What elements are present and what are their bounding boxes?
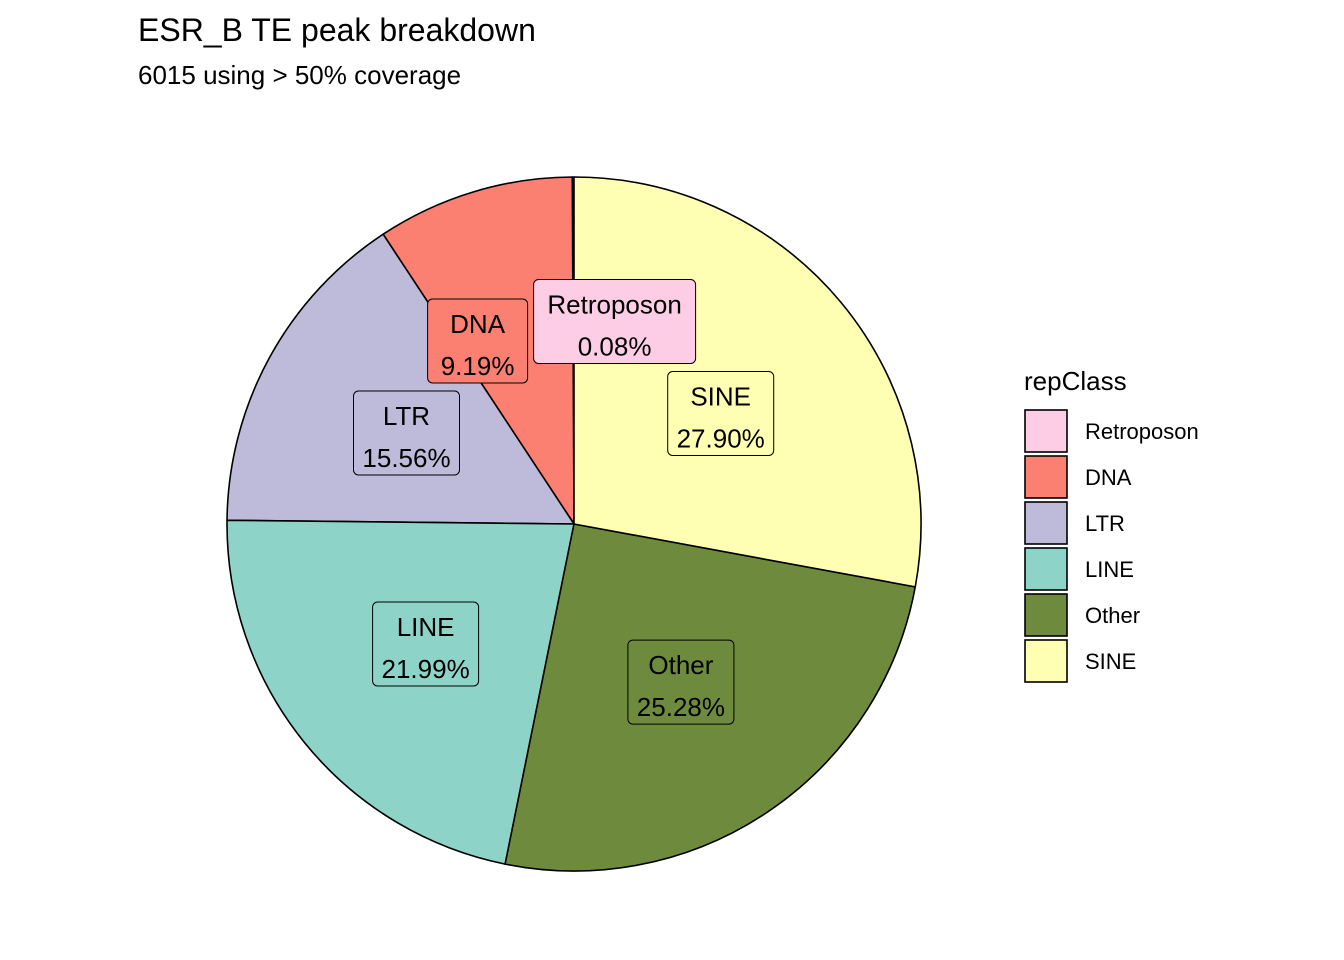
chart-title: ESR_B TE peak breakdown <box>138 12 536 48</box>
legend-item-retroposon: Retroposon <box>1025 410 1199 452</box>
legend-label-other: Other <box>1085 603 1140 628</box>
pie-label-sine: SINE 27.90% <box>668 372 774 456</box>
legend-key-line <box>1025 548 1067 590</box>
legend-label-ltr: LTR <box>1085 511 1125 536</box>
pie-label-value-dna: 9.19% <box>441 351 515 381</box>
pie-label-line: LINE 21.99% <box>373 602 479 686</box>
legend-item-ltr: LTR <box>1025 502 1125 544</box>
legend-item-sine: SINE <box>1025 640 1136 682</box>
pie-label-name-other: Other <box>648 650 713 680</box>
pie-label-value-line: 21.99% <box>382 654 470 684</box>
pie-label-name-ltr: LTR <box>383 401 430 431</box>
pie-label-name-dna: DNA <box>450 309 506 339</box>
pie-label-other: Other 25.28% <box>628 640 734 724</box>
pie-label-value-retroposon: 0.08% <box>578 332 652 362</box>
pie-label-value-ltr: 15.56% <box>362 443 450 473</box>
pie-label-name-line: LINE <box>397 612 455 642</box>
legend-label-sine: SINE <box>1085 649 1136 674</box>
legend-item-line: LINE <box>1025 548 1134 590</box>
pie-label-ltr: LTR 15.56% <box>354 391 460 475</box>
pie-label-name-sine: SINE <box>690 382 751 412</box>
legend-item-other: Other <box>1025 594 1140 636</box>
legend-label-dna: DNA <box>1085 465 1132 490</box>
legend: repClass Retroposon DNA LTR LINE Other SINE <box>1024 366 1199 682</box>
legend-label-line: LINE <box>1085 557 1134 582</box>
legend-key-retroposon <box>1025 410 1067 452</box>
pie-label-retroposon: Retroposon 0.08% <box>534 280 696 364</box>
legend-key-dna <box>1025 456 1067 498</box>
pie-label-value-sine: 27.90% <box>677 424 765 454</box>
legend-title: repClass <box>1024 366 1127 396</box>
legend-key-other <box>1025 594 1067 636</box>
legend-item-dna: DNA <box>1025 456 1132 498</box>
pie-label-value-other: 25.28% <box>637 692 725 722</box>
legend-key-ltr <box>1025 502 1067 544</box>
legend-label-retroposon: Retroposon <box>1085 419 1199 444</box>
chart-subtitle: 6015 using > 50% coverage <box>138 60 461 90</box>
legend-key-sine <box>1025 640 1067 682</box>
pie-label-name-retroposon: Retroposon <box>547 290 681 320</box>
pie-label-dna: DNA 9.19% <box>428 299 528 383</box>
